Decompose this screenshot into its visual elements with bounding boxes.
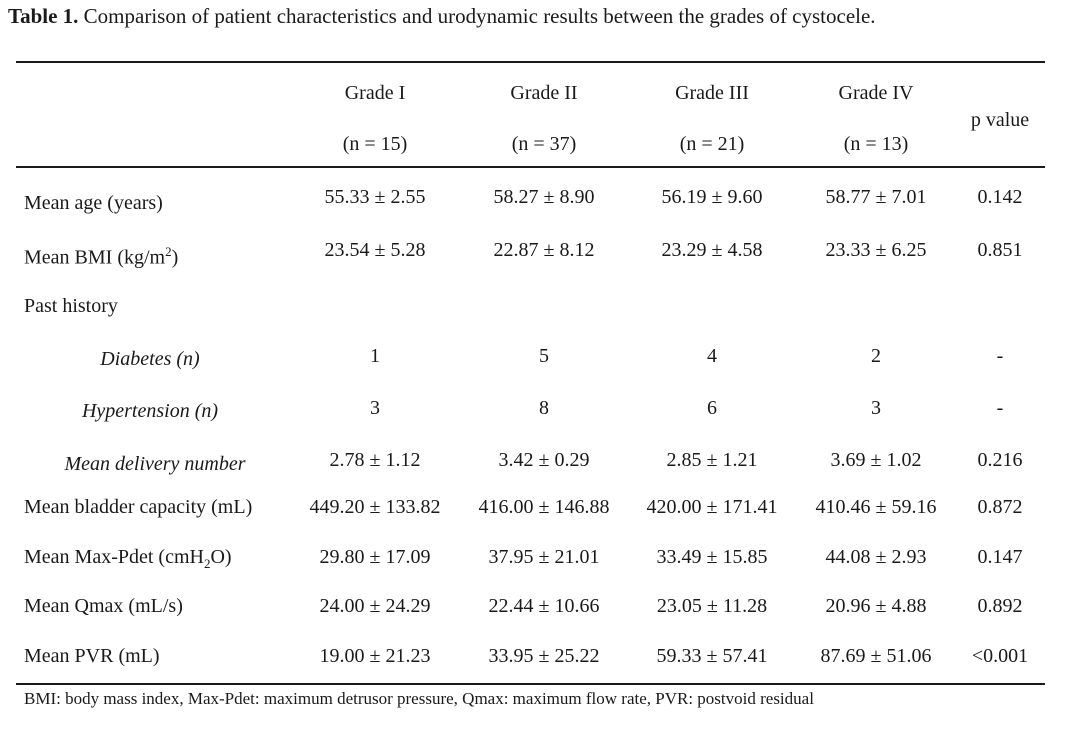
cell-grade-1: 2.78 ± 1.12 xyxy=(329,449,421,471)
cell-p-value: 0.892 xyxy=(977,595,1023,617)
cell-grade-1: 449.20 ± 133.82 xyxy=(309,496,441,518)
cell-p-value: 0.142 xyxy=(977,186,1023,208)
cell-grade-2: 58.27 ± 8.90 xyxy=(493,186,595,208)
cell-p-value: <0.001 xyxy=(971,645,1029,667)
table-row: Mean Max-Pdet (cmH2O) 29.80 ± 17.09 37.9… xyxy=(0,546,1080,576)
table-caption-text: Comparison of patient characteristics an… xyxy=(78,4,876,28)
table-row: Mean delivery number 2.78 ± 1.12 3.42 ± … xyxy=(0,449,1080,479)
cell-grade-4: 3.69 ± 1.02 xyxy=(830,449,922,471)
grade-label: Grade III xyxy=(675,82,749,104)
cell-grade-4: 87.69 ± 51.06 xyxy=(820,645,932,667)
row-label: Hypertension (n) xyxy=(81,400,219,422)
cell-grade-3: 56.19 ± 9.60 xyxy=(661,186,763,208)
grade-n: (n = 37) xyxy=(511,133,577,155)
cell-p-value: - xyxy=(996,397,1004,419)
row-label: Mean age (years) xyxy=(24,192,163,214)
row-label: Mean delivery number xyxy=(64,453,246,475)
table-top-rule xyxy=(16,61,1045,63)
cell-grade-2: 8 xyxy=(539,397,549,419)
cell-grade-4: 410.46 ± 59.16 xyxy=(815,496,937,518)
table-caption-label: Table 1. xyxy=(8,4,79,28)
table-row: Mean BMI (kg/m2) 23.54 ± 5.28 22.87 ± 8.… xyxy=(0,239,1080,269)
grade-label: Grade IV xyxy=(838,82,914,104)
grade-n: (n = 15) xyxy=(342,133,408,155)
cell-grade-1: 29.80 ± 17.09 xyxy=(319,546,431,568)
cell-grade-3: 4 xyxy=(707,345,717,367)
cell-p-value: 0.851 xyxy=(977,239,1023,261)
cell-grade-4: 3 xyxy=(871,397,881,419)
row-label: Mean BMI (kg/m2) xyxy=(24,244,179,269)
table-bottom-rule xyxy=(16,683,1045,685)
column-header-grade-3: Grade III (n = 21) xyxy=(637,82,787,162)
cell-grade-4: 23.33 ± 6.25 xyxy=(825,239,927,261)
cell-grade-1: 23.54 ± 5.28 xyxy=(324,239,426,261)
row-label: Mean Max-Pdet (cmH2O) xyxy=(24,546,232,571)
row-label: Mean bladder capacity (mL) xyxy=(24,496,253,518)
cell-grade-2: 3.42 ± 0.29 xyxy=(498,449,590,471)
column-header-p-value: p value xyxy=(970,109,1030,131)
cell-grade-1: 24.00 ± 24.29 xyxy=(319,595,431,617)
table-caption: Table 1. Comparison of patient character… xyxy=(8,4,876,29)
cell-p-value: 0.872 xyxy=(977,496,1023,518)
table-footnote: BMI: body mass index, Max-Pdet: maximum … xyxy=(24,689,814,708)
cell-grade-2: 37.95 ± 21.01 xyxy=(488,546,600,568)
cell-grade-1: 3 xyxy=(370,397,380,419)
column-header-grade-4: Grade IV (n = 13) xyxy=(801,82,951,162)
cell-grade-2: 5 xyxy=(539,345,549,367)
cell-grade-1: 1 xyxy=(370,345,380,367)
grade-n: (n = 13) xyxy=(843,133,909,155)
cell-grade-3: 59.33 ± 57.41 xyxy=(656,645,768,667)
grade-n: (n = 21) xyxy=(679,133,745,155)
cell-grade-2: 416.00 ± 146.88 xyxy=(478,496,610,518)
cell-grade-2: 33.95 ± 25.22 xyxy=(488,645,600,667)
section-label: Past history xyxy=(24,295,118,317)
cell-grade-3: 6 xyxy=(707,397,717,419)
cell-grade-3: 23.29 ± 4.58 xyxy=(661,239,763,261)
column-header-grade-2: Grade II (n = 37) xyxy=(469,82,619,162)
cell-grade-4: 44.08 ± 2.93 xyxy=(825,546,927,568)
cell-grade-2: 22.44 ± 10.66 xyxy=(488,595,600,617)
row-label: Diabetes (n) xyxy=(100,348,200,370)
cell-p-value: - xyxy=(996,345,1004,367)
table-row: Mean PVR (mL) 19.00 ± 21.23 33.95 ± 25.2… xyxy=(0,645,1080,675)
table-header-rule xyxy=(16,166,1045,168)
cell-grade-2: 22.87 ± 8.12 xyxy=(493,239,595,261)
table-row: Diabetes (n) 1 5 4 2 - xyxy=(0,345,1080,375)
table-row: Mean bladder capacity (mL) 449.20 ± 133.… xyxy=(0,496,1080,526)
grade-label: Grade I xyxy=(344,82,406,104)
cell-grade-4: 2 xyxy=(871,345,881,367)
cell-grade-1: 19.00 ± 21.23 xyxy=(319,645,431,667)
cell-grade-3: 2.85 ± 1.21 xyxy=(666,449,758,471)
grade-label: Grade II xyxy=(510,82,578,104)
cell-p-value: 0.147 xyxy=(977,546,1023,568)
cell-grade-3: 33.49 ± 15.85 xyxy=(656,546,768,568)
table-row: Mean age (years) 55.33 ± 2.55 58.27 ± 8.… xyxy=(0,186,1080,216)
row-label: Mean PVR (mL) xyxy=(24,645,160,667)
cell-grade-1: 55.33 ± 2.55 xyxy=(324,186,426,208)
row-label: Mean Qmax (mL/s) xyxy=(24,595,183,617)
cell-grade-4: 58.77 ± 7.01 xyxy=(825,186,927,208)
cell-p-value: 0.216 xyxy=(977,449,1023,471)
table-row: Hypertension (n) 3 8 6 3 - xyxy=(0,397,1080,427)
cell-grade-3: 23.05 ± 11.28 xyxy=(656,595,768,617)
column-header-grade-1: Grade I (n = 15) xyxy=(300,82,450,162)
table-row: Mean Qmax (mL/s) 24.00 ± 24.29 22.44 ± 1… xyxy=(0,595,1080,625)
cell-grade-3: 420.00 ± 171.41 xyxy=(646,496,778,518)
table-section-row: Past history xyxy=(0,295,1080,325)
cell-grade-4: 20.96 ± 4.88 xyxy=(825,595,927,617)
